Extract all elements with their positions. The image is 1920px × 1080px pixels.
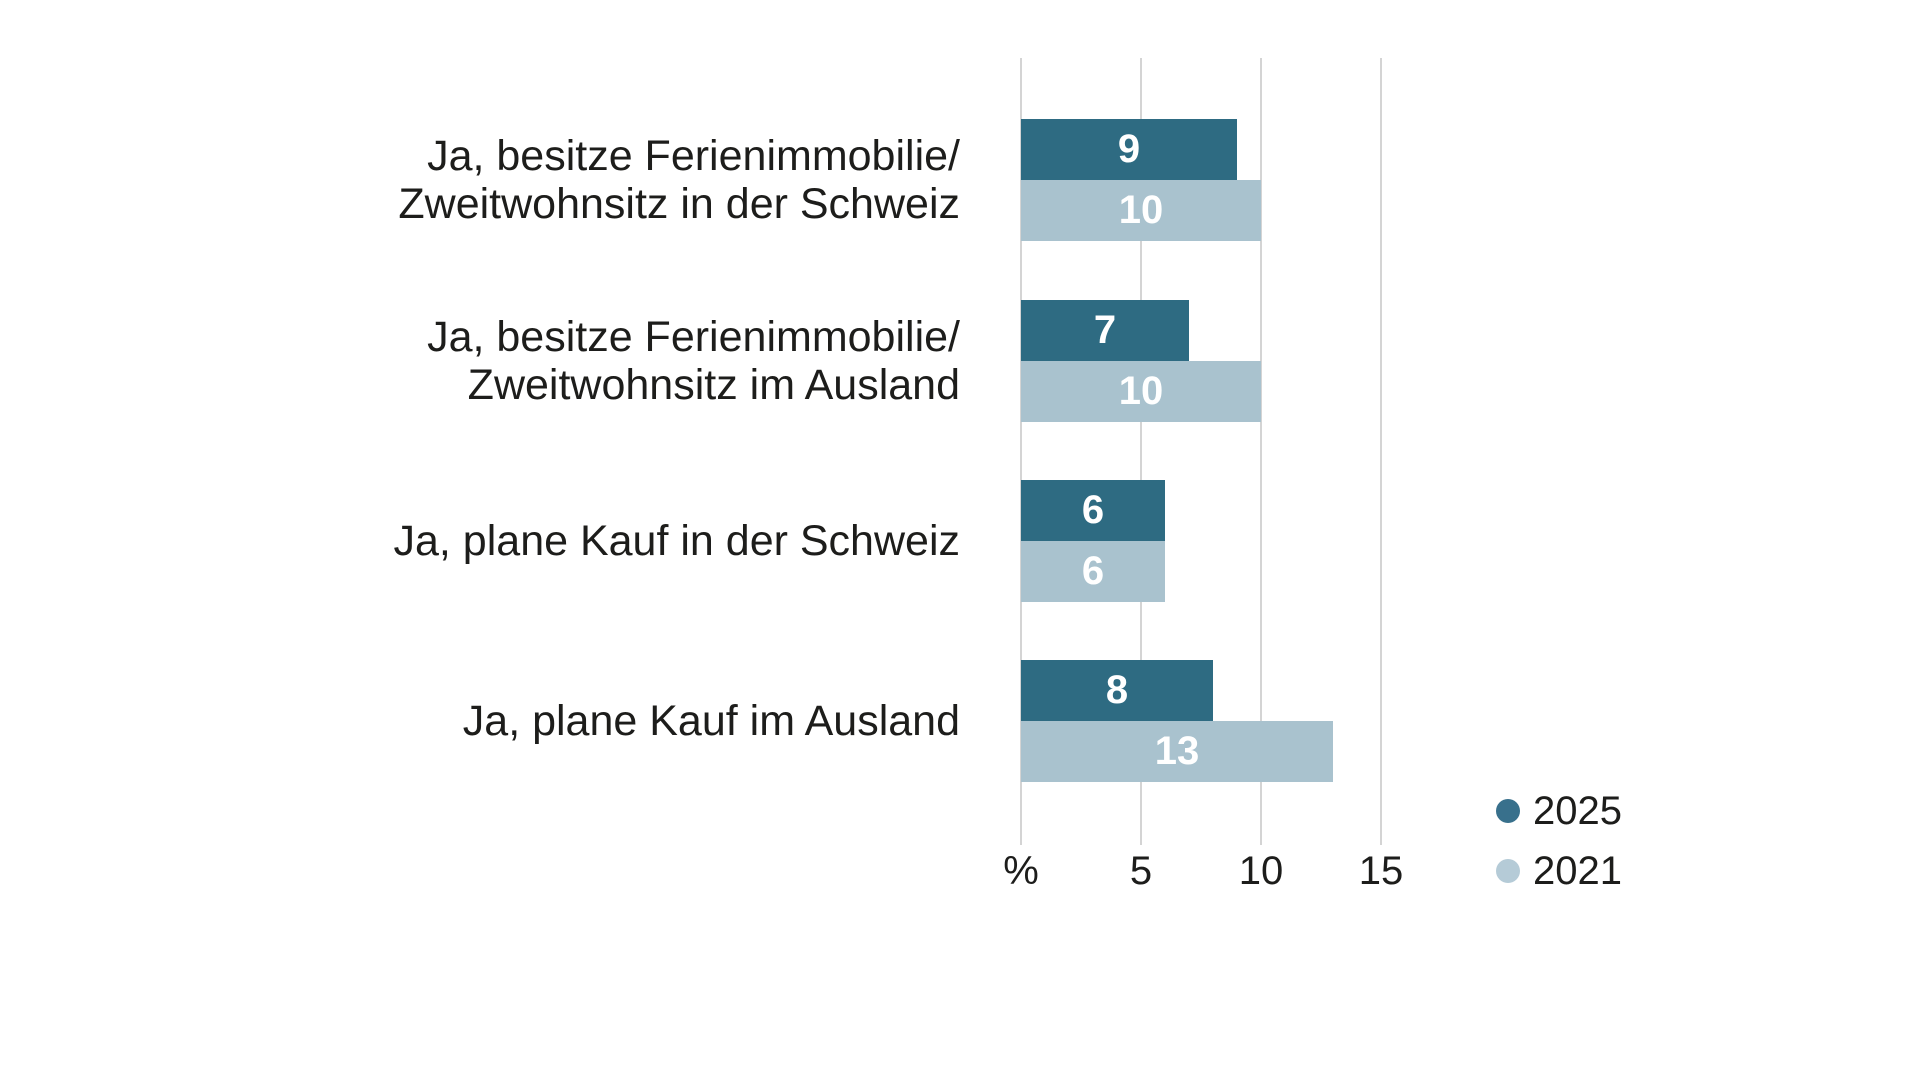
gridline-0 (1020, 58, 1022, 845)
x-axis-tick-10: 10 (1238, 849, 1284, 893)
bar-value-label: 6 (1081, 488, 1105, 532)
gridline-15 (1380, 58, 1382, 845)
gridline-5 (1140, 58, 1142, 845)
x-axis-tick-5: 5 (1129, 849, 1153, 893)
category-label-line: Zweitwohnsitz in der Schweiz (398, 180, 960, 228)
bar-2025-row4: 8 (1021, 660, 1213, 721)
legend-dot-2025-icon (1496, 799, 1520, 823)
category-label-line: Ja, besitze Ferienimmobilie/ (427, 313, 960, 361)
bar-value-label: 8 (1105, 668, 1129, 712)
category-label: Ja, plane Kauf in der Schweiz (394, 517, 961, 565)
category-label: Ja, besitze Ferienimmobilie/ Zweitwohnsi… (427, 313, 960, 409)
bar-value-label: 10 (1118, 188, 1164, 232)
category-label: Ja, plane Kauf im Ausland (463, 697, 960, 745)
gridline-10 (1260, 58, 1262, 845)
bar-2021-row2: 10 (1021, 361, 1261, 422)
legend-item-2025: 2025 (1496, 789, 1622, 833)
legend-item-2021: 2021 (1496, 849, 1622, 893)
bar-2025-row2: 7 (1021, 300, 1189, 361)
category-label-line: Zweitwohnsitz im Ausland (467, 361, 960, 409)
category-label-line: Ja, besitze Ferienimmobilie/ (427, 132, 960, 180)
bar-2021-row3: 6 (1021, 541, 1165, 602)
bar-2021-row4: 13 (1021, 721, 1333, 782)
legend-dot-2021-icon (1496, 859, 1520, 883)
x-axis-tick-15: 15 (1358, 849, 1404, 893)
legend-label-2021: 2021 (1533, 848, 1622, 893)
bar-value-label: 13 (1154, 729, 1200, 773)
bar-value-label: 9 (1117, 127, 1141, 171)
x-axis-unit-label: % (1003, 849, 1039, 893)
bar-2025-row3: 6 (1021, 480, 1165, 541)
category-label-line: Ja, plane Kauf in der Schweiz (393, 517, 961, 565)
bar-value-label: 7 (1093, 308, 1117, 352)
category-label-line: Ja, plane Kauf im Ausland (462, 697, 960, 745)
category-label: Ja, besitze Ferienimmobilie/ Zweitwohnsi… (398, 132, 960, 228)
bar-2025-row1: 9 (1021, 119, 1237, 180)
bar-value-label: 6 (1081, 549, 1105, 593)
legend-label-2025: 2025 (1533, 788, 1622, 833)
bar-2021-row1: 10 (1021, 180, 1261, 241)
bar-value-label: 10 (1118, 369, 1164, 413)
legend: 2025 2021 (1496, 789, 1622, 909)
